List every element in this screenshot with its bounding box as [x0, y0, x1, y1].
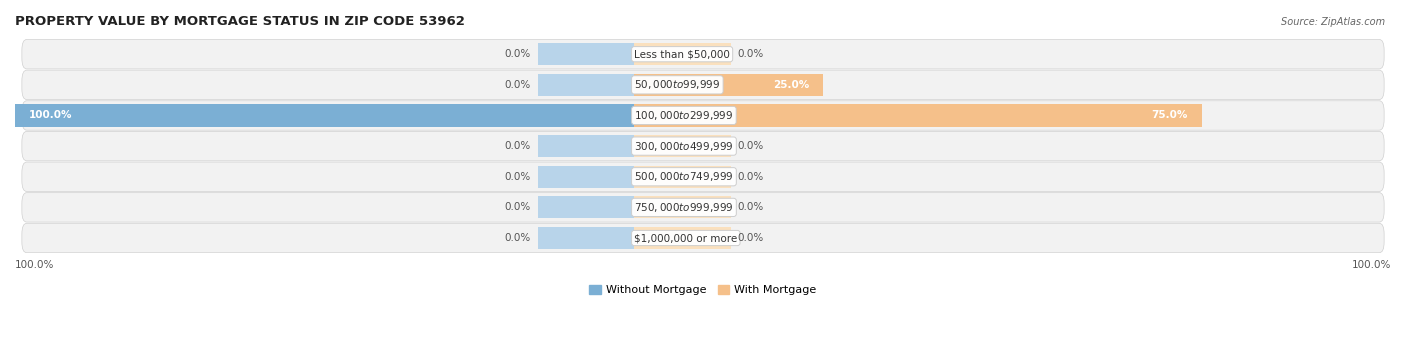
Text: 0.0%: 0.0%: [505, 172, 531, 182]
Bar: [634, 74, 824, 96]
Bar: [538, 74, 634, 96]
Text: $1,000,000 or more: $1,000,000 or more: [634, 233, 738, 243]
FancyBboxPatch shape: [22, 70, 1384, 100]
Text: Source: ZipAtlas.com: Source: ZipAtlas.com: [1281, 17, 1385, 27]
Text: $100,000 to $299,999: $100,000 to $299,999: [634, 109, 734, 122]
Bar: [538, 196, 634, 218]
Bar: [538, 43, 634, 65]
Text: 0.0%: 0.0%: [737, 49, 763, 59]
FancyBboxPatch shape: [22, 40, 1384, 69]
Text: $50,000 to $99,999: $50,000 to $99,999: [634, 78, 720, 91]
Text: $300,000 to $499,999: $300,000 to $499,999: [634, 139, 734, 153]
Text: 0.0%: 0.0%: [505, 80, 531, 90]
Text: PROPERTY VALUE BY MORTGAGE STATUS IN ZIP CODE 53962: PROPERTY VALUE BY MORTGAGE STATUS IN ZIP…: [15, 15, 465, 28]
Bar: [634, 166, 731, 188]
Text: Less than $50,000: Less than $50,000: [634, 49, 730, 59]
Bar: [538, 135, 634, 157]
Bar: [538, 227, 634, 249]
Text: 0.0%: 0.0%: [505, 202, 531, 212]
Text: 100.0%: 100.0%: [28, 110, 72, 120]
Text: 25.0%: 25.0%: [773, 80, 810, 90]
FancyBboxPatch shape: [22, 131, 1384, 161]
Text: $750,000 to $999,999: $750,000 to $999,999: [634, 201, 734, 214]
FancyBboxPatch shape: [22, 101, 1384, 130]
FancyBboxPatch shape: [22, 193, 1384, 222]
FancyBboxPatch shape: [22, 162, 1384, 191]
Legend: Without Mortgage, With Mortgage: Without Mortgage, With Mortgage: [589, 284, 817, 295]
Text: 0.0%: 0.0%: [737, 233, 763, 243]
Bar: [634, 104, 1202, 127]
Bar: [538, 166, 634, 188]
Text: 0.0%: 0.0%: [505, 49, 531, 59]
Bar: [634, 135, 731, 157]
Text: 0.0%: 0.0%: [505, 141, 531, 151]
FancyBboxPatch shape: [22, 223, 1384, 253]
Text: 100.0%: 100.0%: [1351, 260, 1391, 270]
Text: 0.0%: 0.0%: [737, 141, 763, 151]
Text: 100.0%: 100.0%: [15, 260, 55, 270]
Bar: [634, 43, 731, 65]
Text: 0.0%: 0.0%: [505, 233, 531, 243]
Bar: [634, 196, 731, 218]
Text: $500,000 to $749,999: $500,000 to $749,999: [634, 170, 734, 183]
Text: 75.0%: 75.0%: [1152, 110, 1188, 120]
Bar: [15, 104, 634, 127]
Text: 0.0%: 0.0%: [737, 172, 763, 182]
Text: 0.0%: 0.0%: [737, 202, 763, 212]
Bar: [634, 227, 731, 249]
